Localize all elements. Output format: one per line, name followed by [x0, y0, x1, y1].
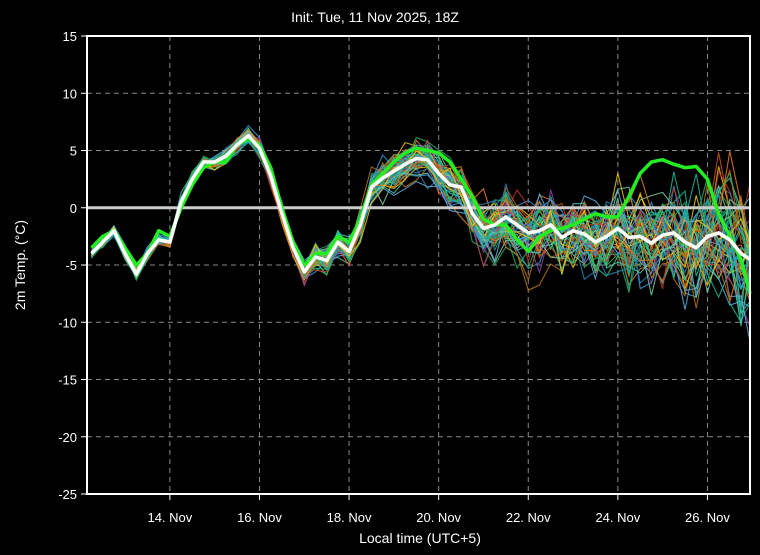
y-tick-label: -15 [58, 373, 77, 388]
control-series-line [90, 137, 752, 295]
x-tick-label: 14. Nov [147, 510, 192, 525]
x-tick-label: 24. Nov [595, 510, 640, 525]
y-tick-label: -25 [58, 487, 77, 502]
y-tick-label: -5 [65, 258, 77, 273]
x-tick-label: 26. Nov [685, 510, 730, 525]
y-tick-label: -10 [58, 315, 77, 330]
y-axis-ticks: 15 10 5 0 -5 -10 -15 -20 -25 [58, 29, 87, 502]
x-tick-label: 16. Nov [237, 510, 282, 525]
y-tick-label: 5 [70, 144, 77, 159]
y-axis-label: 2m Temp. (°C) [12, 220, 28, 310]
x-tick-label: 20. Nov [416, 510, 461, 525]
x-axis-label: Local time (UTC+5) [359, 530, 481, 546]
x-axis-ticks: 14. Nov 16. Nov 18. Nov 20. Nov 22. Nov 24. N… [147, 494, 730, 525]
y-tick-label: 15 [63, 29, 77, 44]
y-tick-label: 0 [70, 201, 77, 216]
mean-series-line [90, 133, 751, 276]
x-tick-label: 18. Nov [327, 510, 372, 525]
main-lines [90, 133, 752, 295]
y-tick-label: 10 [63, 86, 77, 101]
y-tick-label: -20 [58, 430, 77, 445]
ensemble-member-line [91, 138, 751, 281]
x-tick-label: 22. Nov [506, 510, 551, 525]
chart-title: Init: Tue, 11 Nov 2025, 18Z [291, 9, 459, 25]
